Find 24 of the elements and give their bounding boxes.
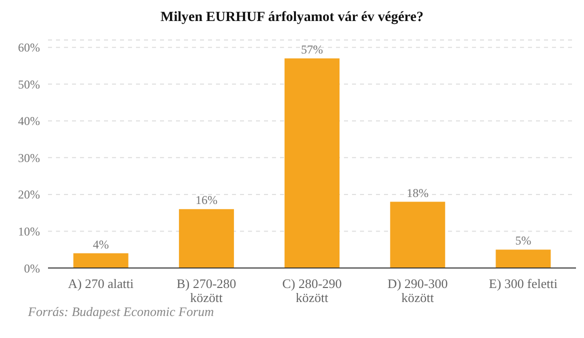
y-tick-label: 40% xyxy=(18,114,40,128)
text: Forrás: Budapest Economic Forum xyxy=(27,304,215,320)
x-tick-label: E) 300 feletti xyxy=(488,276,558,291)
y-tick-label: 30% xyxy=(18,150,40,165)
chart-title: Milyen EURHUF árfolyamot vár év végére? xyxy=(160,9,424,27)
y-tick-label: 20% xyxy=(18,188,40,202)
data-label: 18% xyxy=(406,186,429,200)
data-label: 4% xyxy=(92,237,109,252)
x-tick-label: B) 270-280 között xyxy=(176,276,236,305)
y-tick-label: 50% xyxy=(18,77,40,92)
bar xyxy=(390,202,446,268)
x-tick-label: C) 280-290 között xyxy=(282,276,342,305)
bar xyxy=(284,58,340,268)
bar xyxy=(73,253,128,268)
data-label: 5% xyxy=(515,234,532,248)
data-label: 57% xyxy=(301,42,324,56)
bar xyxy=(178,209,234,268)
x-tick-label: D) 290-300 között xyxy=(387,276,448,305)
y-tick-label: 10% xyxy=(18,224,40,238)
x-tick-label: A) 270 alatti xyxy=(68,276,134,291)
data-label: 16% xyxy=(195,193,218,208)
y-tick-label: 0% xyxy=(24,261,40,276)
bar xyxy=(496,250,551,268)
y-tick-label: 60% xyxy=(18,40,40,55)
